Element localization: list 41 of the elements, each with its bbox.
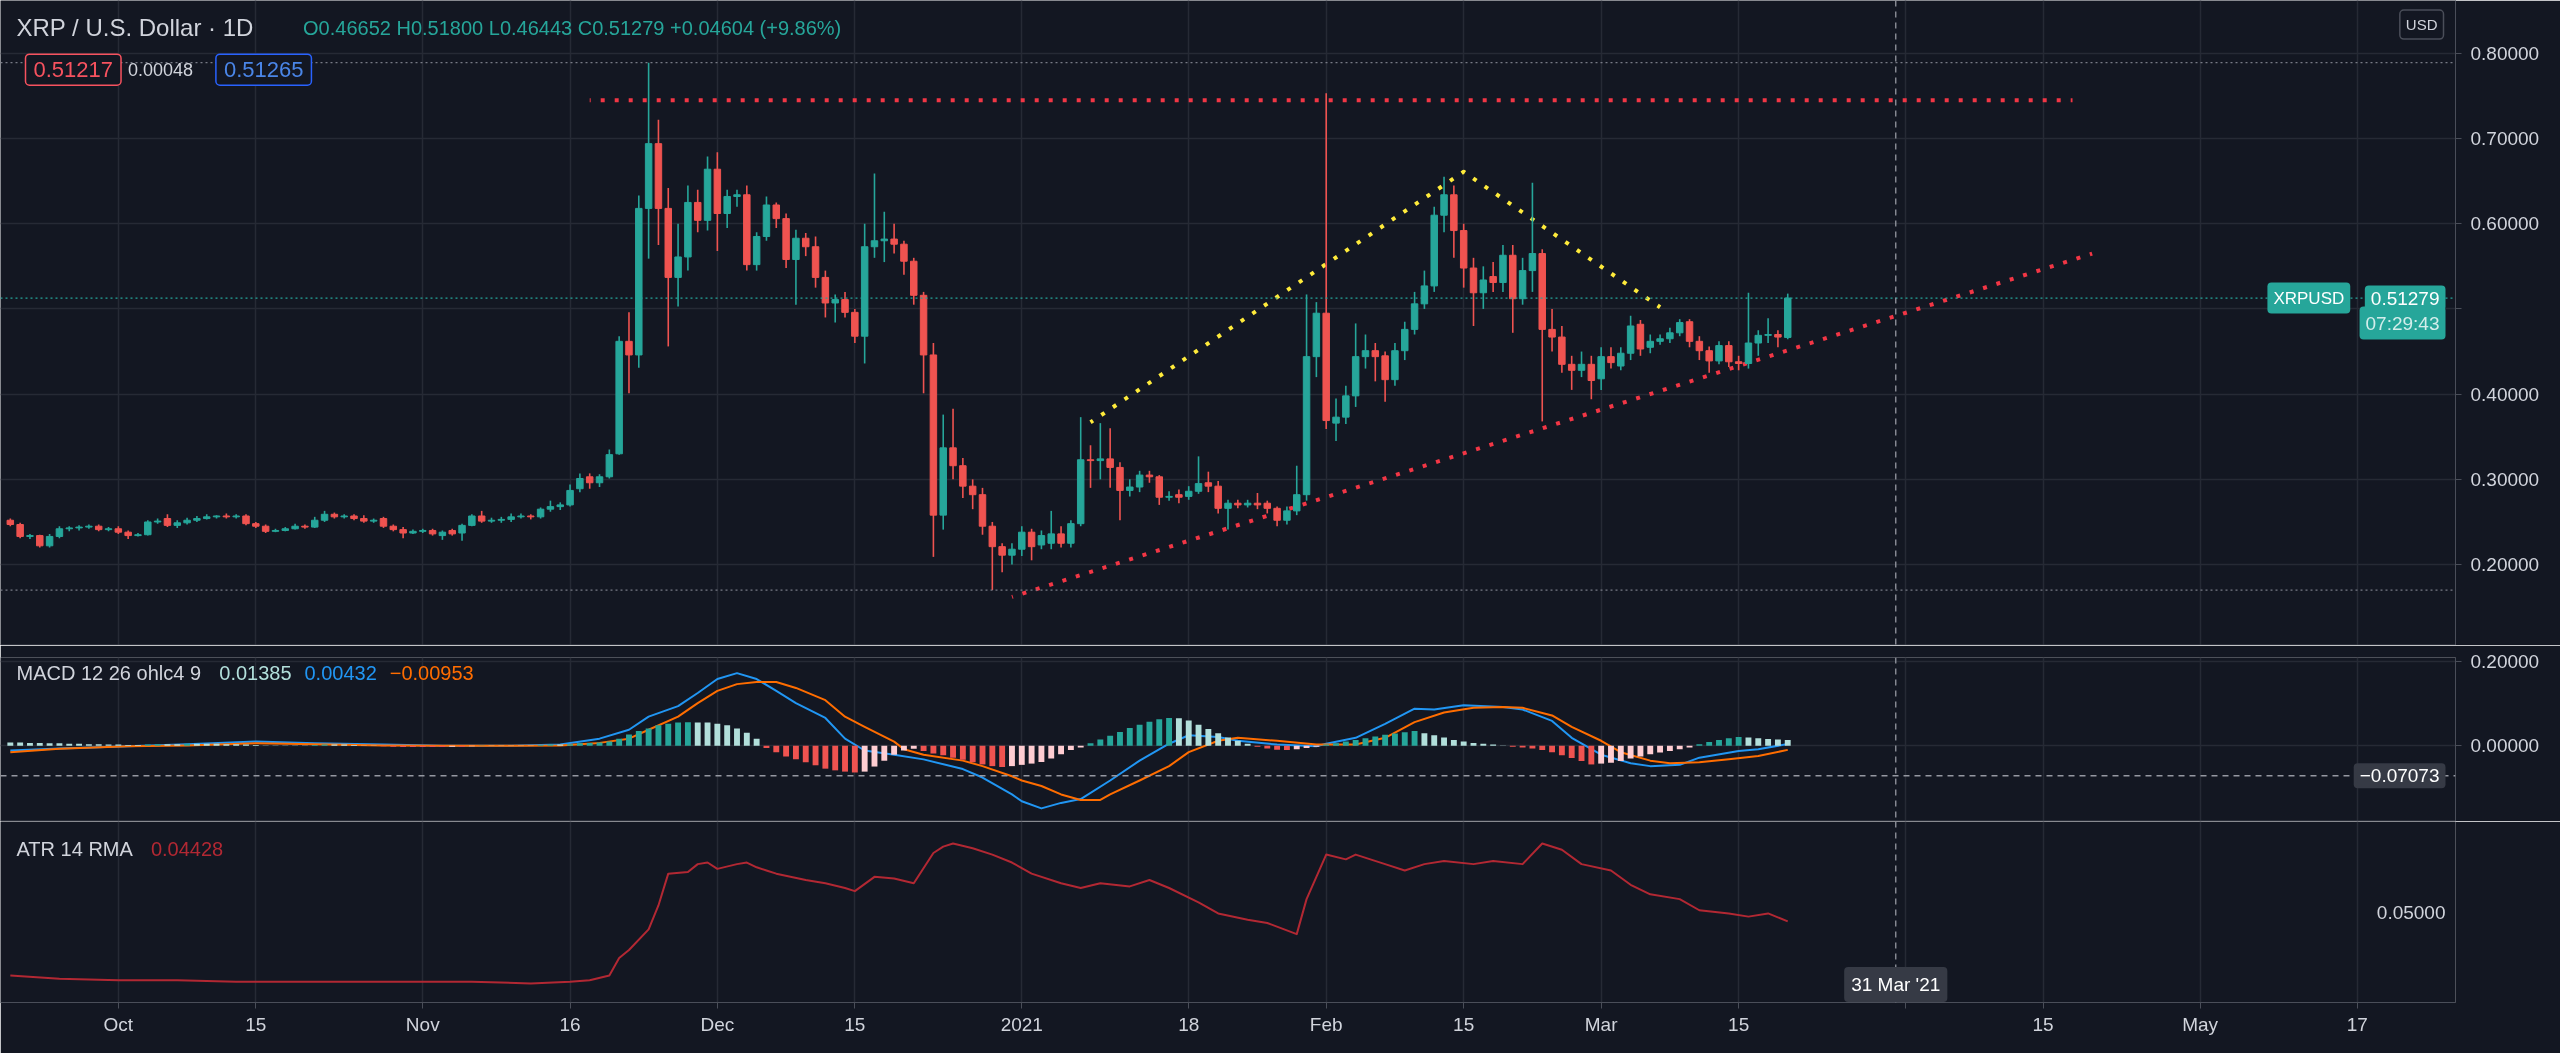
y-tick-label: 0.40000: [2470, 383, 2540, 405]
annotation: 0.51279: [2370, 287, 2440, 309]
ref-line-label: 31 Mar '21: [1851, 974, 1941, 995]
x-tick-label: Oct: [103, 1013, 134, 1035]
annotation: 0.05000: [2376, 901, 2446, 923]
x-tick-label: 15: [1728, 1013, 1750, 1035]
text: XRP / U.S. Dollar · 1D: [16, 14, 254, 42]
x-tick-label: 17: [2346, 1013, 2368, 1035]
x-tick-label: 15: [2032, 1013, 2054, 1035]
x-tick-label: May: [2182, 1013, 2219, 1035]
y-tick-label: 0.80000: [2470, 42, 2540, 64]
annotation: 0.51265: [223, 57, 304, 83]
ref-line-label: XRPUSD: [2273, 288, 2345, 308]
annotation: 0.00048: [128, 60, 194, 81]
y-tick-label: 0.00000: [2470, 735, 2540, 757]
x-tick-label: 2021: [1000, 1013, 1043, 1035]
annotation: −0.00953: [389, 661, 474, 684]
y-axis-title: USD: [2405, 16, 2438, 34]
text: O0.46652 H0.51800 L0.46443 C0.51279 +0.04604 (+9.86%): [303, 16, 842, 39]
x-tick-label: Feb: [1309, 1013, 1343, 1035]
y-tick-label: 0.20000: [2470, 650, 2540, 672]
x-tick-label: 18: [1178, 1013, 1200, 1035]
chart-title: ATR 14 RMA: [16, 837, 134, 860]
chart-title: MACD 12 26 ohlc4 9: [16, 661, 202, 684]
x-tick-label: Dec: [700, 1013, 735, 1035]
y-tick-label: 0.60000: [2470, 213, 2540, 235]
annotation: −0.07073: [2359, 765, 2440, 787]
annotation: 0.00432: [304, 661, 377, 684]
annotation: 0.51217: [33, 57, 114, 83]
annotation: 07:29:43: [2365, 312, 2440, 334]
x-tick-label: 15: [844, 1013, 866, 1035]
y-tick-label: 0.70000: [2470, 128, 2540, 150]
x-tick-label: Mar: [1584, 1013, 1619, 1035]
annotation: 0.04428: [150, 837, 224, 860]
x-tick-label: Nov: [405, 1013, 441, 1035]
x-tick-label: 16: [559, 1013, 581, 1035]
x-tick-label: 15: [1453, 1013, 1475, 1035]
y-tick-label: 0.30000: [2470, 468, 2540, 490]
annotation: 0.01385: [219, 661, 292, 684]
y-tick-label: 0.20000: [2470, 554, 2540, 576]
x-tick-label: 15: [245, 1013, 267, 1035]
